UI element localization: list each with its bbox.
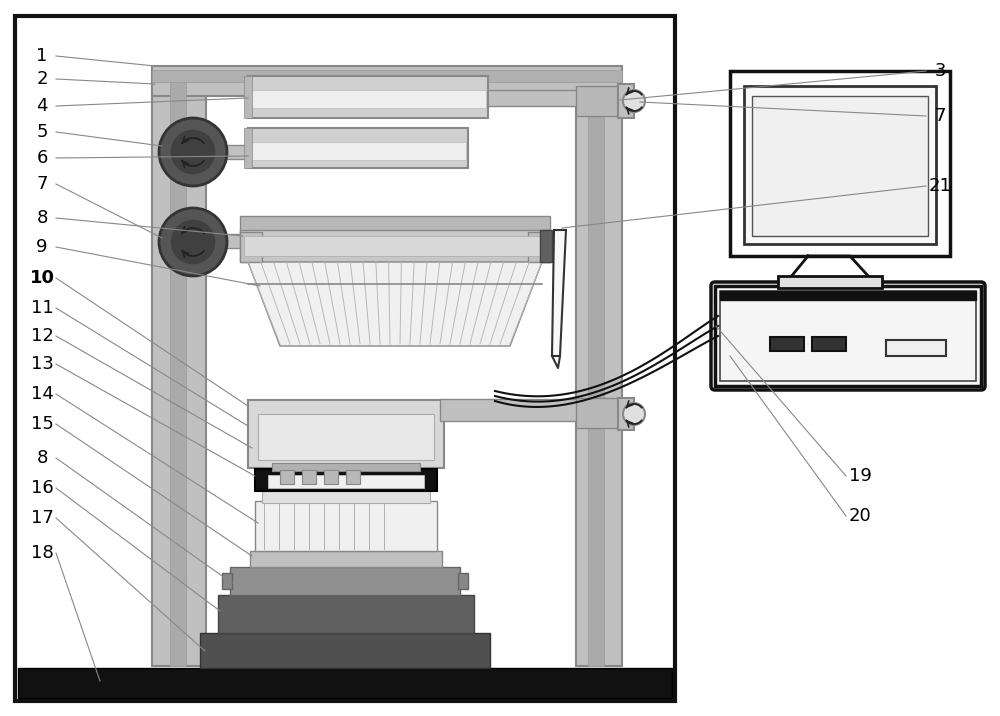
Bar	[486, 90, 578, 106]
Bar	[720, 291, 976, 300]
Text: 2: 2	[36, 70, 48, 88]
Circle shape	[623, 90, 645, 112]
Bar	[248, 128, 468, 168]
Bar	[244, 128, 252, 168]
Bar	[248, 76, 488, 118]
Text: 7: 7	[934, 107, 946, 125]
Bar	[152, 70, 622, 82]
Bar	[458, 573, 468, 589]
Circle shape	[623, 403, 645, 425]
Text: 14: 14	[31, 385, 53, 403]
Bar	[240, 232, 262, 262]
Bar	[588, 86, 604, 666]
Bar	[250, 90, 486, 108]
Bar	[770, 337, 804, 351]
Circle shape	[159, 118, 227, 186]
Bar	[200, 633, 490, 668]
Bar	[886, 340, 946, 356]
Bar	[258, 414, 434, 460]
Text: 16: 16	[31, 479, 53, 497]
Bar	[720, 291, 976, 381]
Text: 10: 10	[30, 269, 55, 287]
Text: 5: 5	[36, 123, 48, 141]
Bar	[244, 76, 252, 118]
Text: 12: 12	[31, 327, 53, 345]
Bar	[778, 276, 882, 288]
Bar	[752, 96, 928, 236]
Bar	[744, 86, 936, 244]
Bar	[248, 400, 444, 468]
Bar	[302, 470, 316, 484]
Bar	[15, 16, 675, 701]
Bar	[730, 71, 950, 256]
Text: 6: 6	[36, 149, 48, 167]
Polygon shape	[248, 262, 542, 346]
Circle shape	[159, 208, 227, 276]
Bar	[240, 230, 550, 262]
Bar	[222, 573, 232, 589]
Text: 21: 21	[929, 177, 951, 195]
Bar	[152, 76, 206, 666]
Text: 9: 9	[36, 238, 48, 256]
Bar	[272, 463, 420, 471]
Circle shape	[170, 129, 216, 175]
Bar	[152, 66, 622, 96]
Bar	[240, 216, 550, 232]
Text: 3: 3	[934, 62, 946, 80]
Bar	[225, 234, 243, 248]
Text: 7: 7	[36, 175, 48, 193]
Bar	[18, 668, 672, 698]
Bar	[540, 230, 552, 262]
Text: 11: 11	[31, 299, 53, 317]
Bar	[255, 501, 437, 551]
Bar	[230, 567, 460, 595]
Bar	[250, 142, 466, 160]
Bar	[812, 337, 846, 351]
Bar	[268, 475, 424, 488]
Bar	[576, 86, 622, 666]
Text: 4: 4	[36, 97, 48, 115]
Text: 13: 13	[31, 355, 53, 373]
Polygon shape	[552, 230, 566, 356]
Bar	[244, 236, 546, 256]
Text: 18: 18	[31, 544, 53, 562]
Bar	[440, 399, 580, 421]
Bar	[324, 470, 338, 484]
Bar	[280, 470, 294, 484]
Bar	[250, 551, 442, 567]
Circle shape	[170, 219, 216, 265]
Bar	[262, 491, 430, 503]
Bar	[218, 595, 474, 633]
Bar	[576, 86, 622, 116]
Bar	[528, 232, 550, 262]
Text: 20: 20	[849, 507, 871, 525]
Bar	[576, 398, 622, 428]
FancyBboxPatch shape	[711, 282, 985, 390]
Text: 17: 17	[31, 509, 53, 527]
Bar	[346, 470, 360, 484]
Bar	[255, 469, 437, 491]
Text: 15: 15	[31, 415, 53, 433]
Text: 19: 19	[849, 467, 871, 485]
Bar	[170, 76, 186, 666]
Text: 8: 8	[36, 449, 48, 467]
Bar	[715, 286, 981, 386]
Text: 8: 8	[36, 209, 48, 227]
Bar	[618, 84, 634, 118]
Bar	[225, 145, 250, 159]
Text: 1: 1	[36, 47, 48, 65]
Bar	[618, 398, 634, 430]
